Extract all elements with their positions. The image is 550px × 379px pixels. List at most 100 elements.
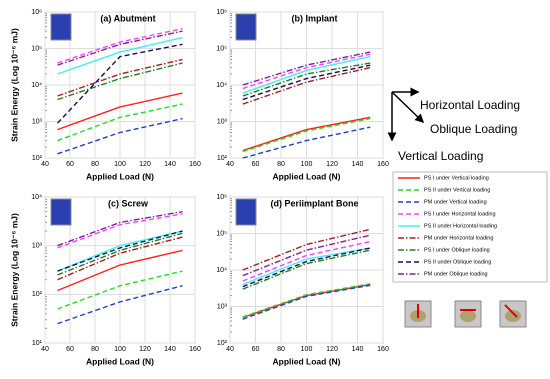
panel-image bbox=[50, 13, 72, 41]
x-tick-label: 100 bbox=[114, 346, 126, 353]
y-tick-label: 10⁶ bbox=[216, 194, 227, 201]
series-line bbox=[242, 228, 371, 271]
series-line bbox=[242, 116, 371, 152]
x-axis-label: Applied Load (N) bbox=[86, 356, 154, 366]
legend-label: PS I under Oblique loading bbox=[424, 247, 490, 253]
x-tick-label: 160 bbox=[377, 346, 389, 353]
x-tick-label: 80 bbox=[91, 346, 99, 353]
x-tick-label: 160 bbox=[189, 161, 201, 168]
series-line bbox=[242, 284, 371, 320]
series-line bbox=[57, 117, 183, 155]
series-line bbox=[242, 249, 371, 290]
y-axis-label: Strain Energy (Log 10⁻⁶ mJ) bbox=[9, 213, 19, 327]
x-tick-label: 120 bbox=[326, 346, 338, 353]
x-axis-label: Applied Load (N) bbox=[273, 171, 341, 181]
x-axis-label: Applied Load (N) bbox=[86, 171, 154, 181]
series-line bbox=[57, 230, 183, 272]
y-tick-label: 10⁶ bbox=[31, 9, 42, 16]
series-line bbox=[242, 247, 371, 288]
x-tick-label: 140 bbox=[164, 346, 176, 353]
legend-label: PM under Horizontal loading bbox=[424, 235, 493, 241]
series-line bbox=[242, 234, 371, 277]
y-tick-label: 10⁴ bbox=[216, 267, 227, 274]
x-tick-label: 100 bbox=[301, 161, 313, 168]
x-tick-label: 80 bbox=[277, 346, 285, 353]
x-tick-label: 60 bbox=[252, 346, 260, 353]
y-tick-label: 10² bbox=[217, 340, 228, 347]
panel-image bbox=[50, 198, 72, 226]
y-tick-label: 10² bbox=[217, 155, 228, 162]
y-tick-label: 10⁴ bbox=[216, 82, 227, 89]
legend-label: PM under Vertical loading bbox=[424, 199, 487, 205]
y-tick-label: 10⁵ bbox=[216, 230, 227, 237]
series-line bbox=[57, 213, 183, 249]
series-line bbox=[57, 210, 183, 247]
x-tick-label: 100 bbox=[301, 346, 313, 353]
series-line bbox=[242, 51, 371, 86]
series-line bbox=[57, 270, 183, 310]
series-line bbox=[57, 285, 183, 325]
y-tick-label: 10³ bbox=[217, 118, 228, 125]
y-tick-label: 10⁵ bbox=[216, 45, 227, 52]
legend-label: PS I under Horizontal loading bbox=[424, 211, 496, 217]
legend-label: PS I under Vertical loading bbox=[424, 175, 489, 181]
y-tick-label: 10⁴ bbox=[31, 82, 42, 89]
series-line bbox=[242, 126, 371, 159]
y-tick-label: 10³ bbox=[217, 303, 228, 310]
loading-diagram: Horizontal Loading Oblique Loading Verti… bbox=[387, 87, 520, 163]
legend-label: PS II under Horizontal loading bbox=[424, 223, 497, 229]
annotation: Horizontal Loading bbox=[420, 98, 520, 112]
x-tick-label: 140 bbox=[352, 161, 364, 168]
series-line bbox=[242, 64, 371, 101]
x-tick-label: 60 bbox=[66, 161, 74, 168]
series-line bbox=[242, 283, 371, 318]
panel-title: (a) Abutment bbox=[100, 13, 155, 23]
x-tick-label: 40 bbox=[226, 346, 234, 353]
x-tick-label: 120 bbox=[139, 346, 151, 353]
series-line bbox=[242, 117, 371, 153]
y-tick-label: 10³ bbox=[32, 243, 43, 250]
x-axis-label: Applied Load (N) bbox=[273, 356, 341, 366]
panel-title: (b) Implant bbox=[292, 13, 338, 23]
x-tick-label: 140 bbox=[164, 161, 176, 168]
y-tick-label: 10⁴ bbox=[31, 194, 42, 201]
panel-image bbox=[235, 198, 257, 226]
x-tick-label: 40 bbox=[226, 161, 234, 168]
series-line bbox=[57, 230, 183, 272]
x-tick-label: 40 bbox=[41, 346, 49, 353]
series-line bbox=[57, 62, 183, 101]
series-line bbox=[242, 283, 371, 319]
y-tick-label: 10² bbox=[32, 155, 43, 162]
series-line bbox=[242, 55, 371, 94]
annotation: Vertical Loading bbox=[398, 149, 483, 163]
series-line bbox=[57, 103, 183, 142]
panel-title: (c) Screw bbox=[108, 198, 149, 208]
x-tick-label: 40 bbox=[41, 161, 49, 168]
series-line bbox=[56, 43, 183, 124]
x-tick-label: 120 bbox=[326, 161, 338, 168]
annotation: Oblique Loading bbox=[430, 122, 517, 136]
x-tick-label: 100 bbox=[114, 161, 126, 168]
y-tick-label: 10² bbox=[32, 291, 43, 298]
x-tick-label: 60 bbox=[66, 346, 74, 353]
legend-label: PS II under Oblique loading bbox=[424, 259, 491, 265]
series-line bbox=[57, 27, 183, 64]
x-tick-label: 80 bbox=[91, 161, 99, 168]
y-tick-label: 10⁶ bbox=[216, 9, 227, 16]
series-line bbox=[57, 249, 183, 292]
y-tick-label: 10³ bbox=[32, 118, 43, 125]
x-tick-label: 60 bbox=[252, 161, 260, 168]
legend-label: PM under Oblique loading bbox=[424, 271, 488, 277]
y-tick-label: 10⁵ bbox=[31, 45, 42, 52]
x-tick-label: 120 bbox=[139, 161, 151, 168]
panel-title: (d) Periimplant Bone bbox=[270, 198, 358, 208]
y-axis-label: Strain Energy (Log 10⁻⁶ mJ) bbox=[9, 28, 19, 142]
legend-label: PS II under Vertical loading bbox=[424, 187, 490, 193]
panel-image bbox=[235, 13, 257, 41]
x-tick-label: 160 bbox=[377, 161, 389, 168]
x-tick-label: 80 bbox=[277, 161, 285, 168]
series-line bbox=[242, 247, 371, 286]
load-icons bbox=[404, 300, 527, 328]
x-tick-label: 160 bbox=[189, 346, 201, 353]
